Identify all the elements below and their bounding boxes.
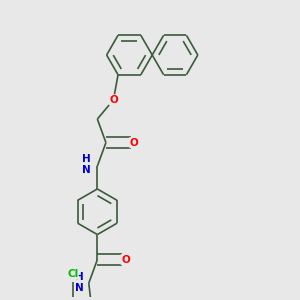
Text: O: O bbox=[121, 255, 130, 265]
Text: H
N: H N bbox=[75, 272, 84, 293]
Text: O: O bbox=[109, 95, 118, 105]
Text: Cl: Cl bbox=[67, 269, 78, 279]
Text: O: O bbox=[130, 138, 139, 148]
Text: H
N: H N bbox=[82, 154, 90, 176]
